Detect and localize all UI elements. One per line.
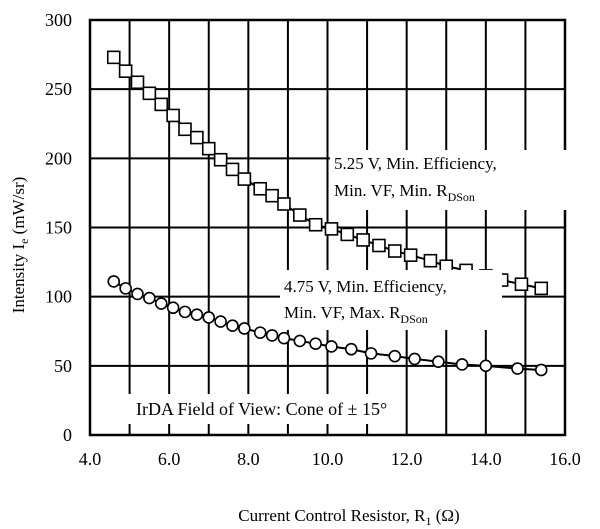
series-1-point: [190, 308, 204, 321]
series-0-point: [154, 97, 169, 112]
series-1-point: [265, 329, 279, 342]
series-1-point: [432, 355, 445, 368]
x-tick-label: 4.0: [79, 449, 102, 469]
series-0-point: [265, 188, 279, 203]
series-1-point: [534, 363, 548, 377]
series-1-point: [408, 352, 421, 366]
x-tick-label: 14.0: [470, 449, 502, 469]
y-tick-label: 100: [45, 287, 72, 307]
series-1-point: [214, 315, 227, 328]
fov-label: IrDA Field of View: Cone of ± 15°: [136, 399, 387, 419]
series-1-point: [154, 297, 168, 310]
series-1-point: [226, 319, 239, 333]
series-0-point: [201, 141, 216, 156]
x-tick-label: 6.0: [158, 449, 181, 469]
series-1-point: [202, 311, 216, 324]
y-tick-label: 250: [45, 79, 72, 99]
series-1-point: [131, 287, 144, 301]
annotation-lower-line2: Min. VF, Max. RDSon: [284, 303, 428, 326]
series-0-point: [237, 172, 252, 186]
y-tick-label: 150: [45, 218, 72, 238]
series-0-point: [372, 238, 386, 253]
series-0-point: [292, 208, 307, 222]
x-tick-label: 12.0: [391, 449, 423, 469]
series-0-point: [534, 281, 549, 296]
y-tick-label: 200: [45, 148, 72, 168]
y-tick-label: 300: [45, 10, 72, 30]
series-0-point: [213, 152, 228, 167]
series-0-point: [403, 248, 418, 262]
series-1-point: [344, 342, 358, 356]
x-tick-label: 16.0: [549, 449, 581, 469]
series-0-point: [190, 130, 204, 145]
annotation-upper-line1: 5.25 V, Min. Efficiency,: [334, 154, 497, 173]
series-1-point: [143, 291, 156, 305]
series-1-point: [364, 347, 378, 360]
series-1-point: [178, 305, 192, 319]
series-0-point: [106, 50, 121, 65]
x-tick-label: 10.0: [312, 449, 344, 469]
series-1-point: [119, 282, 132, 295]
annotation-lower-line1: 4.75 V, Min. Efficiency,: [284, 277, 447, 296]
y-tick-label: 50: [54, 356, 72, 376]
series-0-point: [178, 122, 192, 137]
series-0-point: [340, 227, 355, 242]
series-1-point: [293, 334, 307, 348]
tick-labels: 4.0 6.0 8.0 10.0 12.0 14.0 16.0 0 50 100 150 200 250…: [45, 10, 581, 469]
series-1-point: [107, 275, 121, 288]
series-0-point: [514, 277, 529, 292]
y-axis-title: Intensity Ie (mW/sr): [9, 177, 31, 314]
fov-label-background: [128, 394, 400, 424]
series-0-point: [225, 162, 240, 177]
x-axis-title: Current Control Resistor, R1 (Ω): [238, 506, 459, 528]
series-1-point: [277, 331, 291, 345]
series-0-point: [308, 217, 323, 232]
series-0-point: [253, 181, 268, 196]
series-1-point: [479, 359, 493, 373]
annotation-upper-line2: Min. VF, Min. RDSon: [334, 181, 475, 204]
series-0-point: [356, 233, 370, 247]
series-1-point: [455, 358, 469, 371]
plot-frame: [88, 18, 567, 437]
series-0-point: [118, 64, 133, 78]
series-0-point: [387, 244, 402, 258]
annotation-upper-background: [330, 150, 580, 210]
series-0-point: [142, 86, 157, 101]
series-1-point: [166, 301, 180, 315]
series-0-point: [277, 197, 291, 211]
series-1-point: [325, 340, 338, 353]
series-1-point: [309, 337, 322, 351]
series-0-point: [166, 108, 180, 123]
y-tick-label: 0: [63, 425, 72, 445]
annotation-lower-background: [280, 270, 502, 330]
series-1-point: [238, 322, 251, 335]
series-0-point: [130, 75, 145, 90]
series-0-point: [324, 222, 339, 236]
series-0-point: [423, 253, 438, 268]
series-1-point: [388, 349, 402, 363]
x-tick-label: 8.0: [237, 449, 260, 469]
series-1-point: [511, 362, 524, 375]
series-1-point: [253, 326, 267, 339]
